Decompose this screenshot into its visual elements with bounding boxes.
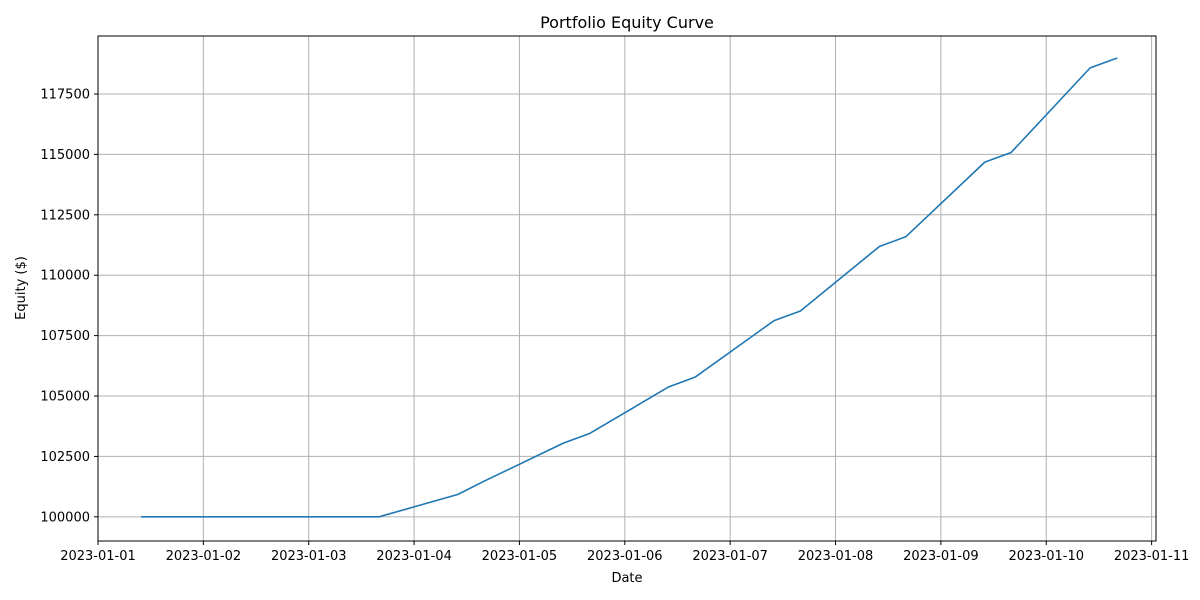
y-tick-label: 112500 — [40, 208, 90, 223]
y-axis-title: Equity ($) — [14, 256, 29, 320]
x-tick-label: 2023-01-09 — [903, 549, 979, 564]
equity-data-point — [984, 161, 986, 163]
x-tick-label: 2023-01-08 — [798, 549, 874, 564]
y-tick-label: 115000 — [40, 148, 90, 163]
x-tick-label: 2023-01-11 — [1114, 549, 1190, 564]
equity-data-point — [1010, 152, 1012, 154]
y-tick-label: 107500 — [40, 329, 90, 344]
equity-data-point — [1089, 67, 1091, 69]
x-tick-label: 2023-01-10 — [1008, 549, 1084, 564]
equity-data-point — [773, 320, 775, 322]
x-tick-label: 2023-01-05 — [482, 549, 558, 564]
equity-data-point — [563, 442, 565, 444]
y-tick-label: 105000 — [40, 390, 90, 405]
x-tick-label: 2023-01-04 — [376, 549, 452, 564]
plot-frame — [97, 35, 1157, 542]
chart-title: Portfolio Equity Curve — [540, 13, 714, 32]
series-layer — [141, 57, 1118, 518]
x-tick-label: 2023-01-06 — [587, 549, 663, 564]
x-tick-label: 2023-01-03 — [271, 549, 347, 564]
tick-layer: 2023-01-01 2023-01-02 2023-01-03 2023-01-04… — [40, 87, 1189, 564]
equity-data-point — [378, 516, 380, 518]
equity-data-point — [484, 480, 486, 482]
equity-data-point — [1116, 57, 1118, 59]
y-tick-label: 110000 — [40, 269, 90, 284]
x-tick-label: 2023-01-02 — [166, 549, 242, 564]
equity-data-point — [141, 516, 143, 518]
equity-data-point — [246, 516, 248, 518]
equity-data-point — [589, 433, 591, 435]
y-tick-label: 102500 — [40, 450, 90, 465]
equity-series-line — [141, 57, 1118, 518]
y-tick-label: 117500 — [40, 87, 90, 102]
equity-data-point — [167, 516, 169, 518]
equity-data-point — [879, 246, 881, 248]
equity-data-point — [273, 516, 275, 518]
equity-data-point — [668, 386, 670, 388]
equity-data-point — [800, 310, 802, 312]
equity-data-point — [457, 494, 459, 496]
equity-data-point — [352, 516, 354, 518]
x-axis-title: Date — [611, 571, 642, 586]
x-tick-label: 2023-01-07 — [692, 549, 768, 564]
y-tick-label: 100000 — [40, 510, 90, 525]
equity-data-point — [694, 376, 696, 378]
x-tick-label: 2023-01-01 — [60, 549, 136, 564]
equity-data-point — [905, 236, 907, 238]
